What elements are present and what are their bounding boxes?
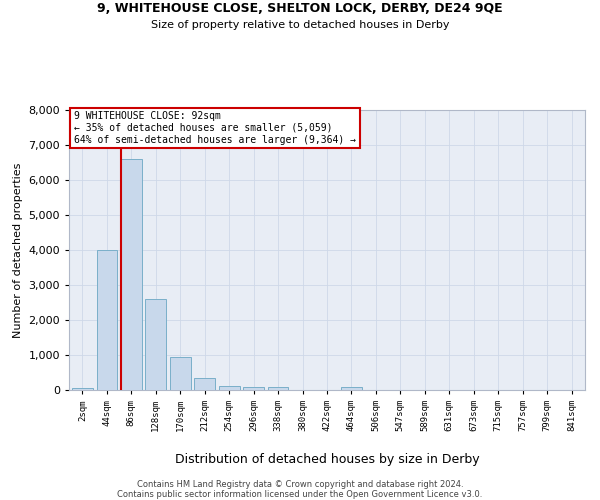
Text: Contains HM Land Registry data © Crown copyright and database right 2024.
Contai: Contains HM Land Registry data © Crown c… (118, 480, 482, 499)
Text: 9 WHITEHOUSE CLOSE: 92sqm
← 35% of detached houses are smaller (5,059)
64% of se: 9 WHITEHOUSE CLOSE: 92sqm ← 35% of detac… (74, 112, 356, 144)
Text: Size of property relative to detached houses in Derby: Size of property relative to detached ho… (151, 20, 449, 30)
Bar (170, 357, 191, 390)
Bar (145, 299, 166, 390)
Bar (219, 386, 239, 390)
Y-axis label: Number of detached properties: Number of detached properties (13, 162, 23, 338)
Bar (268, 387, 289, 390)
Bar (97, 250, 117, 390)
Text: Distribution of detached houses by size in Derby: Distribution of detached houses by size … (175, 452, 479, 466)
Bar (243, 386, 264, 390)
Bar (121, 159, 142, 390)
Bar (194, 378, 215, 390)
Text: 9, WHITEHOUSE CLOSE, SHELTON LOCK, DERBY, DE24 9QE: 9, WHITEHOUSE CLOSE, SHELTON LOCK, DERBY… (97, 2, 503, 16)
Bar (72, 388, 93, 390)
Bar (341, 387, 362, 390)
